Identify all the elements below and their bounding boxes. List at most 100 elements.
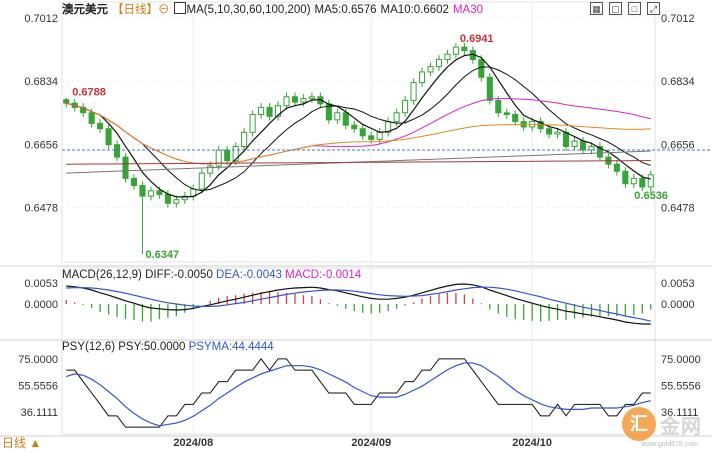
y-tick-label: 0.6478: [24, 203, 58, 215]
candle-body: [342, 112, 349, 126]
zoom-out-icon[interactable]: ⊖: [158, 4, 170, 16]
candle-body: [241, 131, 248, 147]
x-tick-label: 2024/09: [351, 437, 391, 449]
y-tick-label-right: 0.6656: [661, 139, 695, 151]
psy-y-tick-right: 36.1111: [661, 407, 698, 419]
candle-body: [266, 106, 273, 117]
ma30-value: MA30: [452, 4, 484, 16]
candle-body: [97, 122, 104, 130]
macd-y-tick: 0.0053: [24, 278, 58, 290]
candle-body: [232, 145, 239, 162]
candle-body: [291, 96, 299, 103]
candle-body: [444, 53, 451, 61]
period-tag[interactable]: 【日线】: [112, 4, 158, 16]
ma-label[interactable]: MA(5,10,30,60,100,200): [186, 4, 311, 16]
macd-pane: [65, 283, 652, 325]
candle-body: [173, 199, 180, 204]
axis-labels: 0.7012 0.7012 0.6834 0.6834 0.6656 0.6656 0.64…: [18, 13, 701, 449]
candle-body: [647, 174, 654, 188]
candle-body: [164, 193, 171, 204]
candle-body: [308, 96, 315, 100]
candle-body: [402, 99, 409, 114]
candle-body: [427, 66, 434, 73]
candle-body: [639, 177, 646, 188]
ma5-value: MA5:0.6576: [314, 4, 377, 16]
candle-body: [554, 131, 561, 135]
watermark-logo: 汇 金网: [622, 407, 702, 441]
psy-y-tick: 36.1111: [21, 407, 58, 419]
candle-body: [300, 98, 307, 103]
toolbar-icons: ▦ ▢ □ ⤢: [590, 2, 660, 15]
last-price-label: 0.6536: [634, 190, 668, 202]
candle-body: [258, 106, 265, 116]
candle-body: [486, 76, 493, 101]
candle-body: [495, 99, 502, 114]
candle-body: [181, 195, 188, 201]
macd-diff: DIFF:-0.0050: [145, 269, 213, 281]
candle-body: [563, 131, 570, 147]
macd-y-tick: 0.0000: [24, 299, 58, 311]
psy-y-tick-right: 55.5556: [661, 380, 701, 392]
y-tick-label-right: 0.6478: [661, 203, 695, 215]
candle-body: [452, 46, 459, 55]
ma10-value: MA10:0.6602: [380, 4, 449, 16]
y-tick-label: 0.6656: [24, 139, 58, 151]
ma200-line: [66, 160, 651, 165]
ma10-line: [66, 66, 651, 192]
psy-line: [66, 357, 651, 428]
candle-body: [207, 165, 214, 174]
psyma-value: PSYMA:44.4444: [188, 341, 274, 353]
candle-body: [63, 99, 70, 104]
logo-text: 金网: [660, 415, 702, 438]
ma5-line: [66, 53, 651, 198]
candle-body: [224, 149, 231, 162]
macd-label[interactable]: MACD(26,12,9): [62, 269, 142, 281]
candle-body: [622, 170, 629, 185]
y-tick-label: 0.7012: [24, 13, 58, 25]
macd-dea: DEA:-0.0043: [216, 269, 282, 281]
candle-body: [249, 114, 256, 133]
logo-mark: 汇: [622, 407, 656, 441]
early-high-label: 0.6788: [72, 86, 106, 98]
grid-icon[interactable]: ▦: [590, 2, 603, 15]
macd-dea-line: [66, 286, 651, 322]
macd-y-tick-right: 0.0053: [661, 278, 695, 290]
window-icon[interactable]: ▢: [609, 2, 622, 15]
candle-body: [546, 128, 553, 135]
candle-body: [630, 177, 637, 185]
psy-pane: [66, 357, 651, 428]
psy-y-tick: 75.0000: [18, 354, 58, 366]
psy-label[interactable]: PSY(12,6): [62, 341, 116, 353]
x-tick-label: 2024/08: [173, 437, 213, 449]
candle-body: [503, 112, 510, 116]
candle-body: [368, 135, 375, 140]
candle-body: [351, 124, 358, 130]
candle-body: [376, 131, 383, 140]
ma-settings-icon[interactable]: [173, 2, 186, 14]
expand-icon[interactable]: ⤢: [647, 2, 660, 15]
candle-body: [130, 177, 138, 187]
chart-grid: [0, 1, 712, 437]
period-selector[interactable]: 日线 ▲: [2, 436, 42, 450]
psy-y-tick-right: 75.0000: [661, 354, 701, 366]
pane-frame: [61, 339, 656, 435]
square-icon[interactable]: □: [628, 2, 641, 15]
macd-y-tick-right: 0.0000: [661, 299, 695, 311]
logo-url: www.gold678.com: [641, 441, 698, 448]
candle-body: [613, 163, 620, 172]
candle-body: [596, 145, 603, 158]
candle-body: [274, 105, 282, 117]
psy-header: PSY(12,6) PSY:50.0000 PSYMA:44.4444: [62, 340, 274, 354]
candle-body: [512, 114, 519, 123]
ma60-line: [66, 102, 651, 165]
candle-body: [588, 145, 595, 151]
candle-body: [478, 59, 485, 78]
candle-body: [105, 128, 112, 146]
candle-body: [393, 112, 400, 123]
candle-body: [461, 46, 468, 52]
y-tick-label: 0.6834: [24, 76, 58, 88]
price-pane: 0.6788 0.6941 0.6347 0.6536: [62, 33, 712, 261]
candle-body: [198, 172, 205, 190]
macd-diff-line: [66, 283, 651, 325]
